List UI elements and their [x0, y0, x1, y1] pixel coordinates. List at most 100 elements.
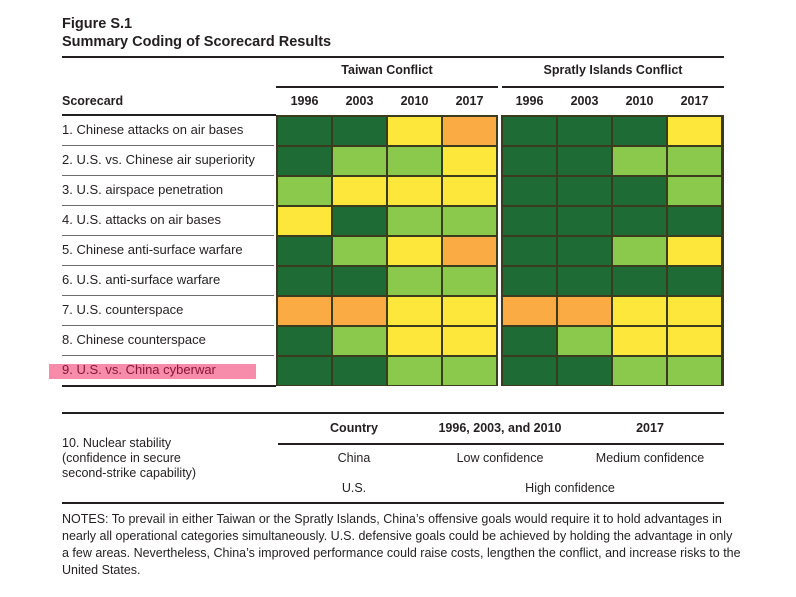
figure-label: Figure S.1 — [62, 16, 133, 32]
heatmap-cell-spratly-2017 — [668, 237, 721, 265]
row-label: 3. U.S. airspace penetration — [62, 182, 224, 197]
heatmap-cell-spratly-2017 — [668, 117, 721, 145]
nuclear-china-country: China — [337, 451, 371, 465]
heatmap-cell-taiwan-2017 — [443, 177, 496, 205]
figure-title: Figure S.1 Summary Coding of Scorecard R… — [62, 15, 331, 51]
nuclear-header-country: Country — [330, 421, 378, 435]
row-label: 9. U.S. vs. China cyberwar — [62, 362, 216, 377]
heatmap-cell-taiwan-2017 — [443, 207, 496, 235]
heatmap-cell-spratly-2010 — [613, 327, 666, 355]
row-label: 5. Chinese anti-surface warfare — [62, 242, 243, 257]
year-header-taiwan-1996: 1996 — [290, 94, 319, 108]
heatmap-cell-spratly-2003 — [558, 117, 611, 145]
row-divider — [62, 295, 274, 296]
nuclear-us-all: High confidence — [525, 481, 615, 495]
heatmap-cell-spratly-1996 — [503, 237, 556, 265]
row-highlight — [49, 364, 256, 379]
heatmap-cell-spratly-1996 — [503, 117, 556, 145]
heatmap-cell-spratly-2010 — [613, 117, 666, 145]
nuclear-label-line-3: second-strike capability) — [62, 466, 197, 480]
nuclear-china-late: Medium confidence — [595, 451, 705, 465]
heatmap-cell-spratly-2003 — [558, 237, 611, 265]
heatmap-cell-taiwan-2010 — [388, 147, 441, 175]
year-header-taiwan-2010: 2010 — [400, 94, 429, 108]
year-header-taiwan-2017: 2017 — [455, 94, 484, 108]
heatmap-cell-taiwan-2017 — [443, 357, 496, 385]
heatmap-cell-taiwan-2010 — [388, 327, 441, 355]
heatmap-cell-spratly-1996 — [503, 327, 556, 355]
heatmap-cell-taiwan-2017 — [443, 237, 496, 265]
heatmap-cell-taiwan-2017 — [443, 147, 496, 175]
heatmap-cell-taiwan-2010 — [388, 177, 441, 205]
row-label: 2. U.S. vs. Chinese air superiority — [62, 152, 255, 167]
nuclear-label-line-2: (confidence in secure — [62, 451, 181, 465]
figure-subtitle: Summary Coding of Scorecard Results — [62, 34, 332, 50]
header-rule — [62, 114, 276, 116]
heatmap-cell-taiwan-2010 — [388, 237, 441, 265]
nuclear-bottom-rule — [62, 502, 724, 504]
top-rule — [62, 56, 724, 58]
nuclear-label-line-1: 10. Nuclear stability — [62, 436, 172, 450]
row-divider — [62, 205, 274, 206]
heatmap-cell-taiwan-2017 — [443, 267, 496, 295]
heatmap-cell-spratly-2003 — [558, 327, 611, 355]
nuclear-header-rule — [278, 443, 724, 445]
heatmap-cell-spratly-2003 — [558, 267, 611, 295]
heatmap-cell-taiwan-2010 — [388, 357, 441, 385]
heatmap-cell-spratly-2003 — [558, 297, 611, 325]
heatmap-cell-taiwan-2017 — [443, 297, 496, 325]
heatmap-cell-taiwan-1996 — [278, 207, 331, 235]
year-header-spratly-2017: 2017 — [680, 94, 709, 108]
row-label: 1. Chinese attacks on air bases — [62, 122, 244, 137]
nuclear-label: 10. Nuclear stability (confidence in sec… — [62, 436, 196, 481]
heatmap-cell-spratly-2010 — [613, 207, 666, 235]
heatmap-cell-spratly-2010 — [613, 267, 666, 295]
heatmap-cell-taiwan-2010 — [388, 207, 441, 235]
heatmap-cell-spratly-1996 — [503, 297, 556, 325]
heatmap-cell-spratly-2017 — [668, 147, 721, 175]
nuclear-header-early: 1996, 2003, and 2010 — [438, 421, 562, 435]
notes: NOTES: To prevail in either Taiwan or th… — [62, 512, 741, 577]
heatmap-cell-taiwan-1996 — [278, 177, 331, 205]
heatmap-cell-taiwan-2003 — [333, 237, 386, 265]
heatmap-cell-spratly-1996 — [503, 267, 556, 295]
heatmap-cell-taiwan-1996 — [278, 147, 331, 175]
heatmap-cell-taiwan-1996 — [278, 267, 331, 295]
heatmap-cell-taiwan-2003 — [333, 327, 386, 355]
heatmap-cell-spratly-2017 — [668, 177, 721, 205]
heatmap-cell-spratly-2017 — [668, 267, 721, 295]
heatmap-cell-spratly-2010 — [613, 297, 666, 325]
group-header-spratly: Spratly Islands Conflict — [543, 63, 683, 77]
heatmap-cell-spratly-2003 — [558, 177, 611, 205]
heatmap-cell-taiwan-2003 — [333, 357, 386, 385]
row-divider — [62, 145, 274, 146]
row-label: 8. Chinese counterspace — [62, 332, 206, 347]
row-divider — [62, 325, 274, 326]
year-header-spratly-2010: 2010 — [625, 94, 654, 108]
year-header-spratly-2003: 2003 — [570, 94, 599, 108]
year-header-taiwan-2003: 2003 — [345, 94, 374, 108]
group-header-taiwan: Taiwan Conflict — [341, 63, 433, 77]
row-label: 6. U.S. anti-surface warfare — [62, 272, 221, 287]
heatmap-cell-spratly-2010 — [613, 147, 666, 175]
heatmap-cell-taiwan-2017 — [443, 327, 496, 355]
heatmap-cell-taiwan-2003 — [333, 117, 386, 145]
heatmap-cell-taiwan-1996 — [278, 117, 331, 145]
heatmap-cell-spratly-2017 — [668, 327, 721, 355]
heatmap-cell-spratly-2017 — [668, 357, 721, 385]
heatmap-cell-spratly-2010 — [613, 237, 666, 265]
heatmap-cell-spratly-2010 — [613, 177, 666, 205]
heatmap-cell-taiwan-2003 — [333, 147, 386, 175]
row-divider — [62, 235, 274, 236]
nuclear-us-country: U.S. — [341, 481, 367, 495]
nuclear-header-late: 2017 — [636, 421, 664, 435]
heatmap-cell-spratly-1996 — [503, 177, 556, 205]
heatmap-cell-taiwan-2003 — [333, 177, 386, 205]
row-label: 7. U.S. counterspace — [62, 302, 184, 317]
bottom-rule — [62, 385, 276, 387]
row-label: 4. U.S. attacks on air bases — [62, 212, 221, 227]
heatmap-cell-spratly-2003 — [558, 357, 611, 385]
heatmap-cell-taiwan-1996 — [278, 237, 331, 265]
row-divider — [62, 175, 274, 176]
row-divider — [62, 265, 274, 266]
